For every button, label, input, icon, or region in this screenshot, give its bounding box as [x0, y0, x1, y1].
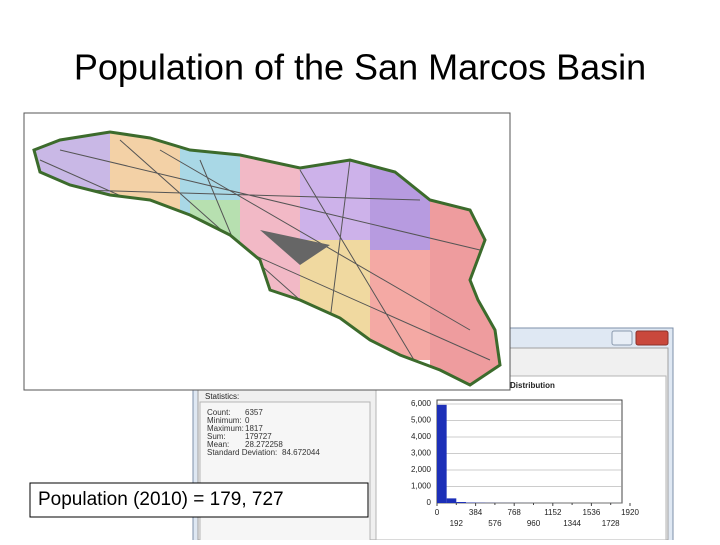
plot-area — [437, 400, 622, 503]
help-button[interactable] — [612, 331, 632, 345]
y-tick-label: 3,000 — [411, 449, 432, 458]
x-tick-label: 1536 — [583, 508, 601, 517]
x-tick-label: 192 — [450, 519, 464, 528]
histogram-bar — [447, 498, 457, 503]
x-tick-label: 1152 — [544, 508, 562, 517]
x-tick-label: 0 — [435, 508, 440, 517]
x-tick-label: 1344 — [563, 519, 581, 528]
x-tick-label: 1728 — [602, 519, 620, 528]
statistics-title: Statistics: — [205, 392, 239, 401]
y-tick-label: 2,000 — [411, 465, 432, 474]
x-tick-label: 576 — [488, 519, 502, 528]
histogram-title: Distribution — [510, 381, 555, 390]
histogram-bar — [456, 502, 466, 503]
y-tick-label: 4,000 — [411, 432, 432, 441]
x-tick-label: 384 — [469, 508, 483, 517]
x-tick-label: 768 — [508, 508, 522, 517]
histogram-bar — [437, 405, 447, 503]
x-tick-label: 1920 — [621, 508, 639, 517]
stat-value: 84.672044 — [282, 448, 320, 457]
close-button[interactable] — [636, 331, 668, 345]
slide-title: Population of the San Marcos Basin — [74, 47, 646, 88]
stat-label: Standard Deviation: — [207, 448, 277, 457]
x-tick-label: 960 — [527, 519, 541, 528]
caption: Population (2010) = 179, 727 — [38, 489, 284, 510]
y-tick-label: 1,000 — [411, 482, 432, 491]
y-tick-label: 0 — [427, 498, 432, 507]
y-tick-label: 6,000 — [411, 399, 432, 408]
y-tick-label: 5,000 — [411, 416, 432, 425]
